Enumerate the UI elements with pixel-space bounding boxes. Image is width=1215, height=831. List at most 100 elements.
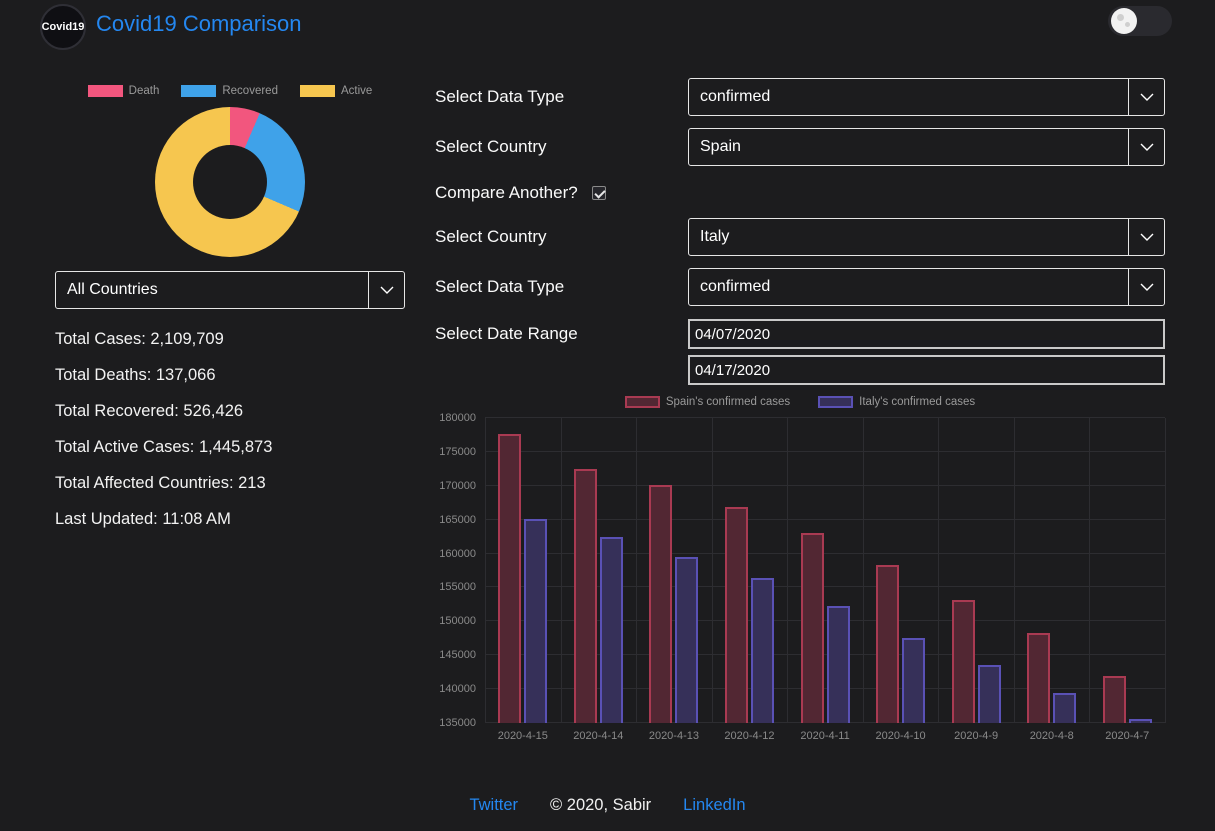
gridline-vertical <box>1165 418 1166 723</box>
comparison-panel: Select Data Type confirmed Select Countr… <box>435 78 1166 742</box>
country-select-1-value: Spain <box>700 138 741 155</box>
gridline-horizontal <box>485 552 1165 554</box>
stat-total-active: Total Active Cases: 1,445,873 <box>55 438 273 456</box>
copyright: © 2020, Sabir <box>550 796 652 814</box>
gridline-horizontal <box>485 722 1165 723</box>
bar <box>1102 675 1126 723</box>
footer: Twitter © 2020, Sabir LinkedIn <box>0 796 1215 815</box>
legend-swatch <box>299 84 335 97</box>
summary-stats: Total Cases: 2,109,709 Total Deaths: 137… <box>55 321 405 537</box>
data-type-select-1[interactable]: confirmed <box>688 78 1165 116</box>
legend-item[interactable]: Recovered <box>181 84 278 97</box>
all-countries-select[interactable]: All Countries <box>55 271 405 309</box>
stat-total-deaths: Total Deaths: 137,066 <box>55 366 216 384</box>
select-date-range-label: Select Date Range <box>435 324 578 343</box>
country-select-2[interactable]: Italy <box>688 218 1165 256</box>
date-end-input[interactable] <box>688 355 1165 385</box>
x-tick-label: 2020-4-13 <box>648 730 699 742</box>
y-tick-label: 165000 <box>439 513 476 526</box>
bar-group <box>787 418 863 723</box>
bar <box>1128 719 1152 723</box>
select-data-type-label-2: Select Data Type <box>435 277 565 296</box>
y-tick-label: 180000 <box>439 412 476 424</box>
chevron-down-icon <box>1128 269 1164 305</box>
legend-swatch <box>87 84 123 97</box>
bar <box>951 599 975 723</box>
gridline-horizontal <box>485 654 1165 656</box>
x-tick-label: 2020-4-9 <box>954 730 999 742</box>
bar <box>876 565 900 723</box>
gridline-vertical <box>787 418 789 723</box>
donut-chart <box>155 107 305 257</box>
twitter-link[interactable]: Twitter <box>469 796 519 814</box>
gridline-vertical <box>711 418 713 723</box>
bar <box>902 637 926 723</box>
y-tick-label: 145000 <box>439 649 476 662</box>
bar <box>675 556 699 723</box>
data-type-select-2[interactable]: confirmed <box>688 268 1165 306</box>
bar <box>977 664 1001 723</box>
bar <box>599 536 623 723</box>
stat-total-recovered: Total Recovered: 526,426 <box>55 402 244 420</box>
all-countries-select-value: All Countries <box>67 281 158 298</box>
bar-group <box>712 418 788 723</box>
y-tick-label: 175000 <box>439 445 476 458</box>
chevron-down-icon <box>1128 79 1164 115</box>
gridline-vertical <box>938 418 940 723</box>
data-type-select-2-value: confirmed <box>700 278 771 295</box>
page-title: Covid19 Comparison <box>96 11 302 36</box>
legend-item[interactable]: Active <box>299 84 372 97</box>
gridline-horizontal <box>485 450 1165 452</box>
gridline-horizontal <box>485 688 1165 690</box>
y-tick-label: 160000 <box>439 547 476 560</box>
bar <box>498 434 522 723</box>
bar-group <box>485 418 561 723</box>
moon-icon <box>1111 8 1137 34</box>
bar-chart-legend: Spain's confirmed cases Italy's confirmed… <box>435 395 1165 408</box>
x-tick-label: 2020-4-7 <box>1105 730 1150 742</box>
x-tick-label: 2020-4-8 <box>1029 730 1074 742</box>
legend-swatch <box>818 395 854 408</box>
compare-checkbox[interactable] <box>591 186 606 200</box>
gridline-vertical <box>636 418 638 723</box>
x-tick-label: 2020-4-12 <box>724 730 775 742</box>
legend-item[interactable]: Italy's confirmed cases <box>818 395 975 408</box>
bar-group <box>938 418 1014 723</box>
comparison-bar-chart: Spain's confirmed cases Italy's confirmed… <box>435 395 1166 742</box>
legend-label: Italy's confirmed cases <box>859 395 976 408</box>
bar <box>1053 693 1077 723</box>
legend-swatch <box>624 395 660 408</box>
select-country-label-2: Select Country <box>435 227 547 246</box>
linkedin-link[interactable]: LinkedIn <box>683 796 746 814</box>
bar <box>826 605 850 723</box>
gridline-vertical <box>1013 418 1015 723</box>
date-start-input[interactable] <box>688 319 1165 349</box>
theme-toggle[interactable] <box>1108 6 1172 36</box>
legend-label: Recovered <box>222 84 278 97</box>
select-data-type-label: Select Data Type <box>435 87 565 106</box>
y-tick-label: 135000 <box>439 717 476 729</box>
x-tick-label: 2020-4-11 <box>800 730 850 742</box>
bar-group <box>561 418 637 723</box>
country-select-2-value: Italy <box>700 228 730 245</box>
overview-panel: Death Recovered Active All Countries Total… <box>55 84 405 537</box>
gridline-vertical <box>862 418 864 723</box>
stat-total-cases: Total Cases: 2,109,709 <box>55 330 224 348</box>
y-tick-label: 155000 <box>439 581 476 594</box>
legend-item[interactable]: Death <box>87 84 160 97</box>
chevron-down-icon <box>1128 129 1164 165</box>
x-tick-label: 2020-4-15 <box>497 730 548 742</box>
data-type-select-1-value: confirmed <box>700 88 771 105</box>
legend-label: Spain's confirmed cases <box>665 395 791 408</box>
legend-item[interactable]: Spain's confirmed cases <box>624 395 791 408</box>
stat-last-updated: Last Updated: 11:08 AM <box>55 510 231 528</box>
y-tick-label: 170000 <box>439 479 476 492</box>
stat-affected-countries: Total Affected Countries: 213 <box>55 474 266 492</box>
country-select-1[interactable]: Spain <box>688 128 1165 166</box>
bar-chart-x-axis: 2020-4-15 2020-4-14 2020-4-13 2020-4-12 2020… <box>485 730 1165 742</box>
gridline-horizontal <box>485 417 1165 418</box>
bar <box>1027 633 1051 723</box>
gridline-vertical <box>1089 418 1091 723</box>
y-tick-label: 150000 <box>439 615 476 628</box>
legend-label: Death <box>128 84 160 97</box>
